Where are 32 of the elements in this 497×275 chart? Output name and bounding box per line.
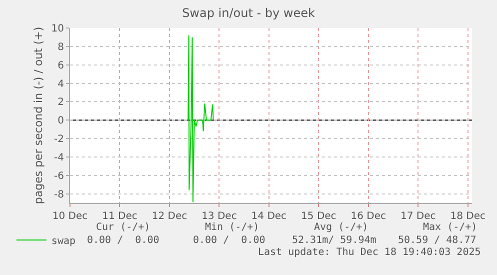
y-tick-label: 0 — [58, 116, 64, 127]
x-tick-label: 15 Dec — [301, 211, 336, 222]
text: 50.59 / 48.77 — [398, 235, 476, 246]
x-tick-label: 12 Dec — [152, 211, 188, 222]
text: 52.31m/ 59.94m — [292, 235, 376, 246]
y-tick-label: -2 — [54, 134, 64, 146]
y-tick-label: 6 — [58, 60, 64, 72]
text: Avg (-/+) — [314, 222, 368, 233]
x-tick-label: 13 Dec — [202, 211, 237, 222]
text: 0.00 / 0.00 — [87, 235, 160, 246]
y-tick-label: -8 — [54, 189, 64, 200]
y-tick-label: -4 — [54, 152, 64, 164]
text: Max (-/+) — [423, 222, 478, 233]
y-tick-label: 8 — [58, 42, 64, 53]
x-tick-label: 14 Dec — [251, 211, 287, 222]
y-tick-label: -6 — [54, 170, 64, 182]
text: Cur (-/+) — [96, 222, 150, 233]
x-tick-label: 10 Dec — [52, 211, 88, 222]
y-axis-title: pages per second in (-) / out (+) — [32, 26, 45, 204]
text: Last update: Thu Dec 18 19:40:03 2025 — [258, 247, 481, 258]
text: Min (-/+) — [205, 222, 260, 233]
x-tick-label: 11 Dec — [102, 211, 138, 222]
y-tick-label: 4 — [58, 78, 64, 90]
text: 0.00 / 0.00 — [193, 235, 266, 246]
x-tick-label: 18 Dec — [450, 211, 486, 222]
chart-title: Swap in/out - by week — [182, 6, 315, 20]
y-tick-label: 10 — [51, 24, 64, 34]
line-series — [188, 34, 214, 203]
y-tick-label: 2 — [58, 97, 64, 108]
x-tick-label: 16 Dec — [350, 211, 386, 222]
x-tick-label: 17 Dec — [400, 211, 436, 222]
legend-label: swap — [51, 236, 76, 247]
